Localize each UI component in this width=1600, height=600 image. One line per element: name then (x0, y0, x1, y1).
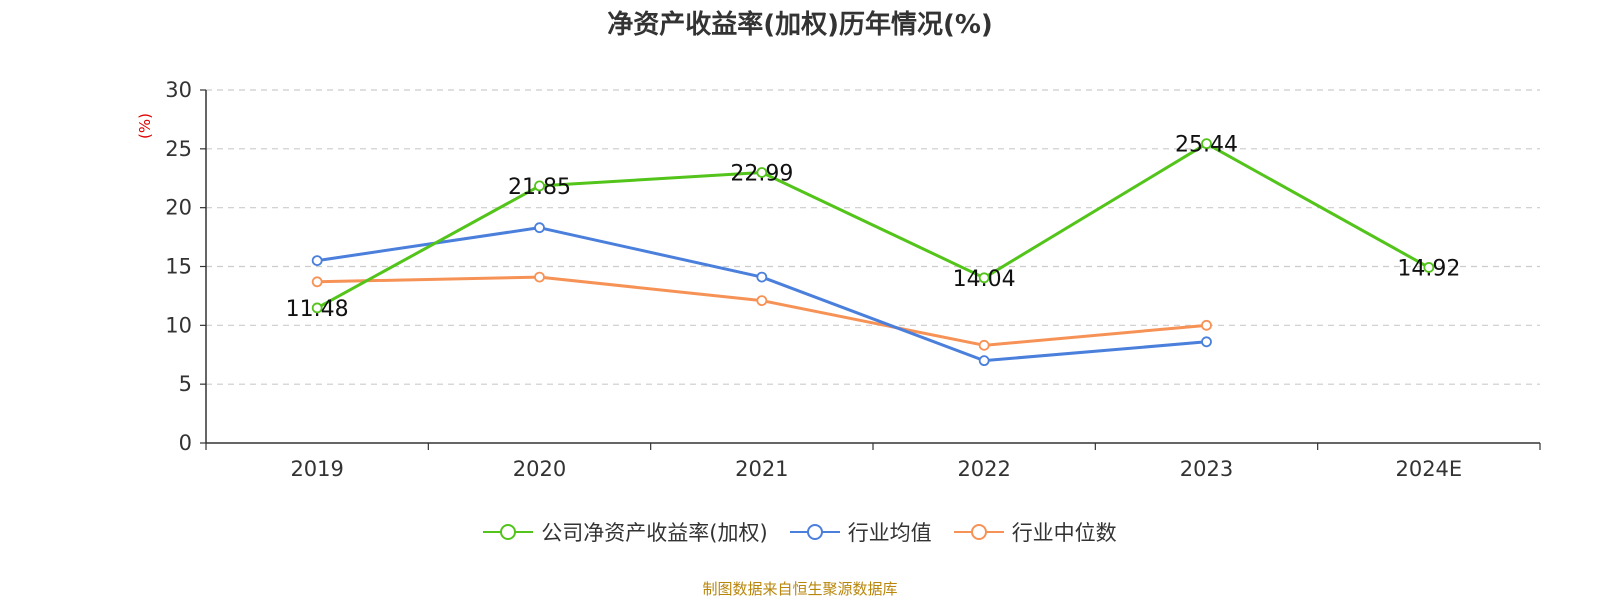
y-tick-label: 15 (165, 255, 192, 279)
data-point (756, 167, 768, 178)
data-source-footer: 制图数据来自恒生聚源数据库 (702, 580, 898, 598)
data-point (1201, 336, 1212, 348)
data-point (1201, 319, 1212, 331)
y-axis-label: (%) (136, 113, 154, 139)
y-tick-label: 5 (179, 372, 192, 396)
data-point (534, 222, 545, 234)
data-point (756, 295, 768, 307)
series-line (316, 226, 1207, 363)
x-tick-label: 2020 (513, 457, 566, 481)
data-label: 22.99 (730, 161, 793, 186)
y-tick-label: 20 (165, 196, 192, 220)
series-line (317, 275, 1207, 347)
data-point (534, 271, 545, 283)
data-point (311, 302, 323, 314)
data-point (1201, 138, 1212, 150)
data-point (978, 339, 990, 351)
legend-swatch-company-roe (483, 524, 534, 540)
data-label: 21.85 (508, 175, 571, 200)
x-tick-label: 2021 (735, 457, 788, 481)
y-tick-label: 0 (179, 431, 192, 455)
x-tick-label: 2019 (290, 457, 343, 481)
data-point (978, 355, 990, 367)
legend-item-industry-mean[interactable]: 行业均值 (789, 517, 932, 547)
data-point (978, 272, 990, 284)
legend-label-industry-mean: 行业均值 (847, 521, 932, 545)
x-tick-label: 2023 (1180, 457, 1233, 481)
legend-swatch-industry-mean (789, 524, 840, 540)
legend-label-industry-median: 行业中位数 (1011, 521, 1117, 545)
x-tick-label: 2024E (1395, 457, 1462, 481)
data-label: 14.92 (1397, 256, 1460, 281)
y-tick-label: 25 (165, 137, 192, 161)
data-point (1423, 262, 1435, 273)
legend-swatch-industry-median (953, 524, 1004, 540)
data-label: 11.48 (286, 297, 349, 322)
legend-label-company-roe: 公司净资产收益率(加权) (541, 521, 768, 545)
series-line (316, 142, 1430, 310)
data-point (311, 255, 323, 267)
x-tick-label: 2022 (957, 457, 1010, 481)
data-point (311, 276, 323, 288)
chart-title: 净资产收益率(加权)历年情况(%) (607, 10, 993, 40)
data-label: 14.04 (953, 267, 1016, 292)
data-label: 25.44 (1175, 133, 1238, 158)
legend-item-company-roe[interactable]: 公司净资产收益率(加权) (483, 517, 768, 547)
data-point (756, 271, 768, 283)
chart-legend: 公司净资产收益率(加权) 行业均值 行业中位数 (0, 517, 1600, 547)
y-tick-label: 10 (165, 313, 192, 337)
legend-item-industry-median[interactable]: 行业中位数 (953, 517, 1117, 547)
data-point (534, 180, 545, 192)
y-tick-label: 30 (165, 78, 192, 102)
